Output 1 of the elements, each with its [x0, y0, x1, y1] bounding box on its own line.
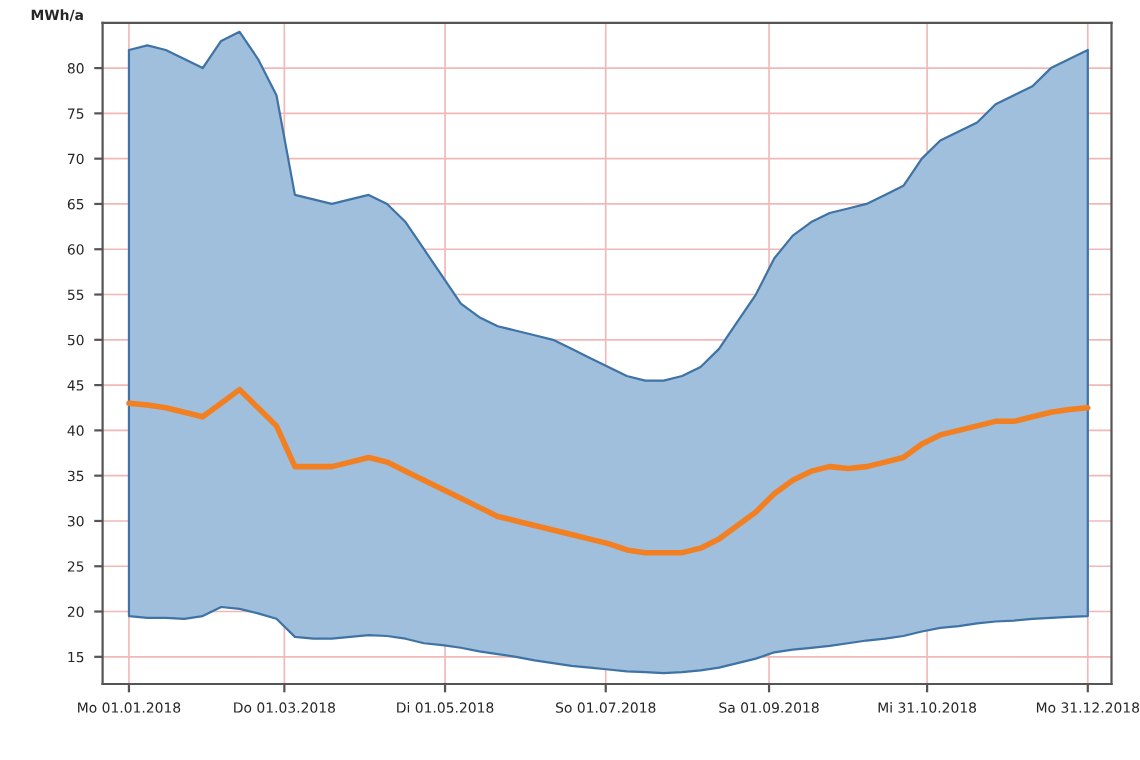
line-series [126, 386, 1091, 556]
